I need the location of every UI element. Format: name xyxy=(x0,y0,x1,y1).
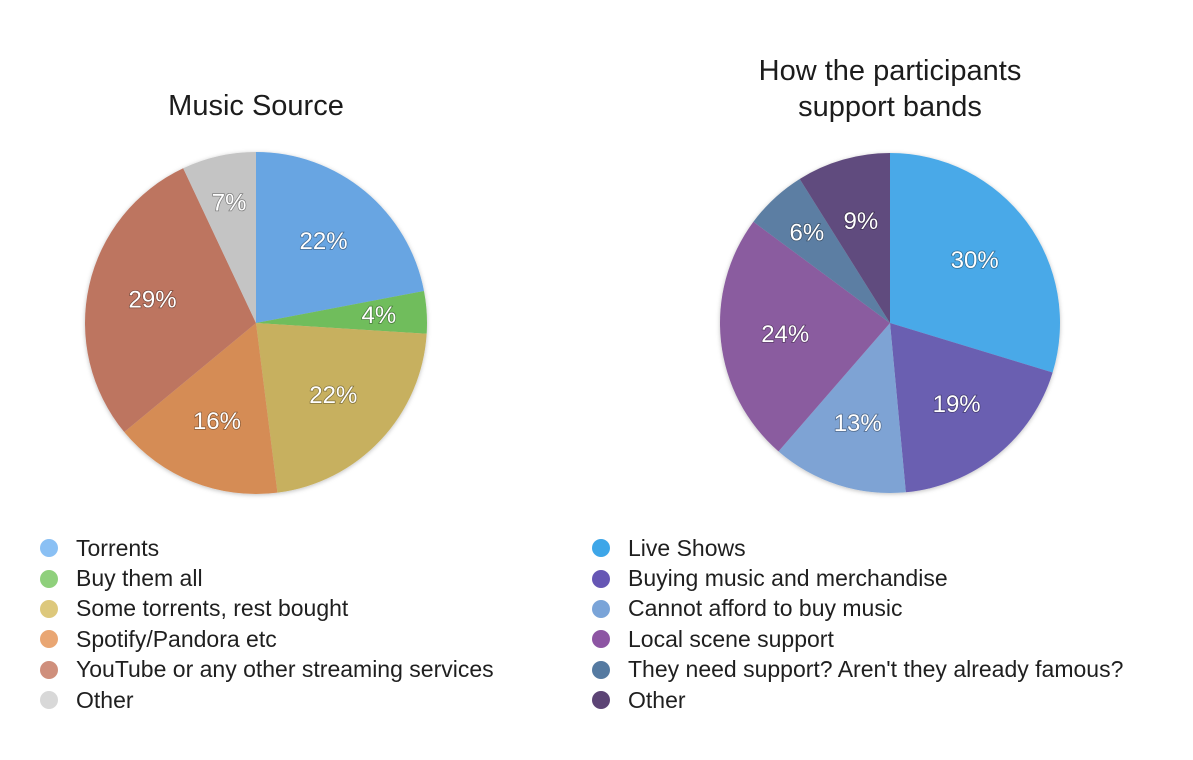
legend-label: YouTube or any other streaming services xyxy=(76,656,494,683)
legend-swatch xyxy=(40,599,58,618)
legend-label: Spotify/Pandora etc xyxy=(76,625,277,652)
music-source-pie: 22% 4% 22% 16% 29% 7% xyxy=(84,152,427,495)
legend-item-they-need-support-aren-t-they-already-famous: They need support? Aren't they already f… xyxy=(592,655,1123,685)
legend-item-other: Other xyxy=(40,685,494,715)
legend-item-spotify-pandora-etc: Spotify/Pandora etc xyxy=(40,624,494,654)
legend-label: Other xyxy=(628,686,686,713)
pie-slice-they-need-support-aren-t-they-already-famous xyxy=(753,178,890,323)
band-support-legend: Live Shows Buying music and merchandise Ca… xyxy=(592,533,1123,715)
band-support-pie: 30% 19% 13% 24% 6% 9% xyxy=(720,153,1060,493)
band-support-chart: How the participants support bands 30% 19… xyxy=(592,0,1193,760)
data-label-youtube-or-any-other-streaming-services: 29% xyxy=(129,286,177,313)
legend-swatch xyxy=(40,660,58,679)
legend-item-youtube-or-any-other-streaming-services: YouTube or any other streaming services xyxy=(40,655,494,685)
pie-slice-spotify-pandora-etc xyxy=(124,323,278,495)
data-label-local-scene-support: 24% xyxy=(761,321,809,348)
data-label-buying-music-and-merchandise: 19% xyxy=(933,391,981,418)
pie-slice-local-scene-support xyxy=(720,221,890,452)
data-label-torrents: 22% xyxy=(300,228,348,255)
data-label-buy-them-all: 4% xyxy=(362,302,397,329)
legend-label: Buy them all xyxy=(76,565,203,592)
legend-label: They need support? Aren't they already f… xyxy=(628,656,1124,683)
chart-title: How the participants support bands xyxy=(758,55,1022,123)
chart-title: Music Source xyxy=(168,90,344,122)
data-label-other: 9% xyxy=(844,208,879,235)
legend-item-some-torrents-rest-bought: Some torrents, rest bought xyxy=(40,594,494,624)
legend-label: Torrents xyxy=(76,534,160,561)
legend-swatch xyxy=(592,660,610,679)
legend-swatch xyxy=(592,691,610,710)
data-label-live-shows: 30% xyxy=(951,247,999,274)
legend-swatch xyxy=(592,630,610,649)
pie-slices xyxy=(720,153,1060,493)
data-label-other: 7% xyxy=(212,189,247,216)
legend-swatch xyxy=(40,691,58,710)
legend-item-live-shows: Live Shows xyxy=(592,533,1123,563)
legend-item-other: Other xyxy=(592,685,1123,715)
legend-item-buy-them-all: Buy them all xyxy=(40,563,494,593)
legend-label: Some torrents, rest bought xyxy=(76,595,349,622)
data-label-they-need-support-aren-t-they-already-famous: 6% xyxy=(790,220,825,247)
music-source-chart: Music Source 22% 4% 22% 16% 29% 7% Torrents Bu… xyxy=(0,0,596,760)
legend-item-torrents: Torrents xyxy=(40,533,494,563)
pie-slices xyxy=(84,152,427,495)
legend-swatch xyxy=(592,569,610,588)
legend-swatch xyxy=(40,569,58,588)
pie-slice-some-torrents-rest-bought xyxy=(256,323,427,493)
legend-swatch xyxy=(40,630,58,649)
music-source-legend: Torrents Buy them all Some torrents, rest … xyxy=(40,533,494,715)
legend-label: Cannot afford to buy music xyxy=(628,595,903,622)
pie-slice-cannot-afford-to-buy-music xyxy=(778,323,906,493)
data-label-some-torrents-rest-bought: 22% xyxy=(309,382,357,409)
pie-slice-torrents xyxy=(256,152,424,323)
legend-item-cannot-afford-to-buy-music: Cannot afford to buy music xyxy=(592,594,1123,624)
legend-swatch xyxy=(592,539,610,558)
legend-label: Live Shows xyxy=(628,534,746,561)
legend-swatch xyxy=(592,599,610,618)
pie-slice-buy-them-all xyxy=(256,290,427,334)
data-label-cannot-afford-to-buy-music: 13% xyxy=(834,410,882,437)
legend-label: Buying music and merchandise xyxy=(628,565,948,592)
legend-swatch xyxy=(40,539,58,558)
pie-slice-youtube-or-any-other-streaming-services xyxy=(84,168,256,432)
pie-slice-buying-music-and-merchandise xyxy=(890,323,1053,493)
pie-slice-other xyxy=(799,153,890,323)
pie-slice-live-shows xyxy=(890,153,1060,373)
legend-item-local-scene-support: Local scene support xyxy=(592,624,1123,654)
pie-slice-other xyxy=(183,152,256,323)
legend-label: Local scene support xyxy=(628,625,834,652)
legend-item-buying-music-and-merchandise: Buying music and merchandise xyxy=(592,563,1123,593)
data-label-spotify-pandora-etc: 16% xyxy=(193,408,241,435)
legend-label: Other xyxy=(76,686,134,713)
